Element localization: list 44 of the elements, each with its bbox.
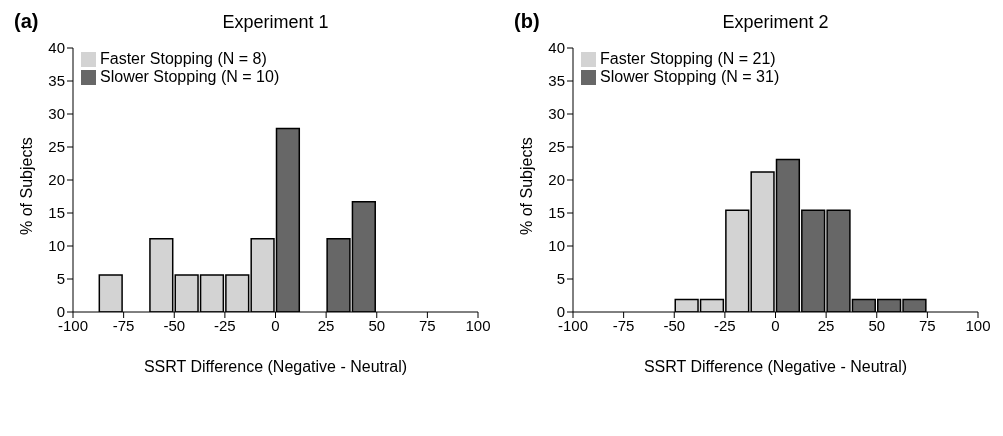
x-tick-label: -50 (663, 316, 686, 334)
x-axis-title: SSRT Difference (Negative - Neutral) (643, 358, 908, 375)
y-tick-label: 15 (48, 204, 65, 222)
x-tick-label: 25 (817, 316, 835, 334)
y-tick-label: 5 (56, 270, 65, 288)
x-tick-label: 75 (419, 316, 436, 334)
x-axis-title: SSRT Difference (Negative - Neutral) (143, 358, 408, 375)
y-tick-label: 35 (48, 72, 65, 90)
x-tick-label: 100 (965, 316, 991, 334)
y-tick-label: 40 (48, 39, 65, 57)
text: (a) (14, 10, 39, 33)
x-tick-label: 100 (465, 316, 491, 334)
y-tick-label: 15 (548, 204, 565, 222)
y-tick-label: 30 (48, 105, 65, 123)
text: (b) (514, 10, 540, 33)
y-tick-label: 25 (548, 138, 565, 156)
legend-label: Faster Stopping (N = 21) (600, 50, 776, 67)
y-tick-label: 20 (548, 171, 565, 189)
y-tick-label: 35 (548, 72, 565, 90)
y-tick-label: 10 (548, 237, 565, 255)
x-tick-label: -50 (163, 316, 186, 334)
y-tick-label: 20 (48, 171, 65, 189)
x-tick-label: -75 (112, 316, 135, 334)
chart-title: Experiment 1 (221, 12, 330, 33)
y-axis-title: % of Subjects (17, 137, 35, 235)
y-tick-label: 5 (556, 270, 565, 288)
x-tick-label: 0 (271, 316, 280, 334)
legend-label: Faster Stopping (N = 8) (100, 50, 267, 67)
x-tick-label: 75 (919, 316, 936, 334)
legend-label: Slower Stopping (N = 31) (600, 68, 780, 85)
y-tick-label: 40 (548, 39, 565, 57)
x-tick-label: 0 (771, 316, 780, 334)
chart-title: Experiment 2 (721, 12, 830, 33)
x-tick-label: 25 (317, 316, 335, 334)
x-tick-label: 50 (368, 316, 386, 334)
legend-label: Slower Stopping (N = 10) (100, 68, 280, 85)
y-tick-label: 30 (548, 105, 565, 123)
x-tick-label: 50 (868, 316, 886, 334)
x-tick-label: -25 (214, 316, 236, 334)
x-tick-label: -25 (714, 316, 736, 334)
x-tick-label: -75 (612, 316, 635, 334)
y-axis-title: % of Subjects (517, 137, 535, 235)
y-tick-label: 10 (48, 237, 65, 255)
y-tick-label: 25 (48, 138, 65, 156)
